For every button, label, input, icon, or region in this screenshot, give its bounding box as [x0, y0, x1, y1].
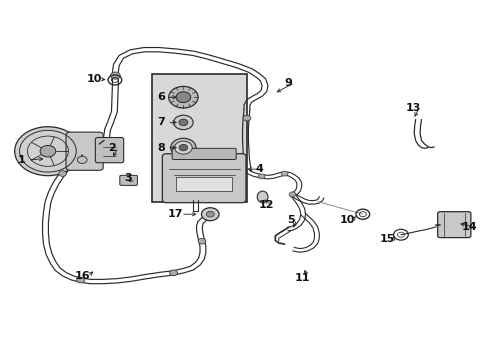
Circle shape — [174, 141, 192, 154]
Bar — [151, 74, 246, 202]
Ellipse shape — [257, 191, 267, 203]
Text: 14: 14 — [461, 222, 476, 232]
Text: 16: 16 — [74, 271, 90, 282]
Text: 1: 1 — [18, 155, 26, 165]
Circle shape — [179, 119, 187, 126]
FancyBboxPatch shape — [95, 138, 123, 163]
Text: 6: 6 — [157, 92, 165, 102]
Circle shape — [176, 92, 190, 103]
Circle shape — [198, 238, 205, 244]
FancyBboxPatch shape — [437, 212, 470, 238]
Circle shape — [40, 145, 56, 157]
Circle shape — [179, 144, 187, 151]
Text: 15: 15 — [379, 234, 394, 244]
Text: 17: 17 — [167, 209, 183, 219]
Circle shape — [15, 127, 81, 176]
Circle shape — [206, 211, 214, 217]
Text: 12: 12 — [258, 200, 274, 210]
FancyBboxPatch shape — [172, 148, 236, 159]
Text: 7: 7 — [157, 117, 165, 127]
Circle shape — [77, 277, 84, 283]
Circle shape — [258, 174, 264, 179]
Text: 10: 10 — [86, 74, 102, 84]
FancyBboxPatch shape — [162, 154, 245, 203]
Text: 10: 10 — [339, 215, 354, 225]
Circle shape — [288, 192, 295, 197]
Text: 8: 8 — [157, 143, 165, 153]
Text: 4: 4 — [255, 164, 263, 174]
Circle shape — [281, 171, 287, 176]
Circle shape — [110, 72, 120, 79]
Circle shape — [169, 270, 177, 276]
Text: 9: 9 — [284, 78, 292, 88]
Text: 13: 13 — [405, 103, 420, 113]
FancyBboxPatch shape — [66, 132, 103, 170]
Circle shape — [59, 171, 66, 176]
Circle shape — [170, 138, 196, 157]
Text: 11: 11 — [294, 273, 309, 283]
FancyBboxPatch shape — [120, 175, 137, 185]
Circle shape — [243, 115, 250, 121]
Circle shape — [173, 115, 193, 130]
Text: 3: 3 — [124, 173, 132, 183]
Text: 5: 5 — [286, 215, 294, 225]
Bar — [176, 177, 232, 191]
Circle shape — [77, 156, 87, 163]
Circle shape — [168, 86, 198, 108]
Text: 2: 2 — [108, 143, 116, 153]
Circle shape — [201, 208, 219, 221]
